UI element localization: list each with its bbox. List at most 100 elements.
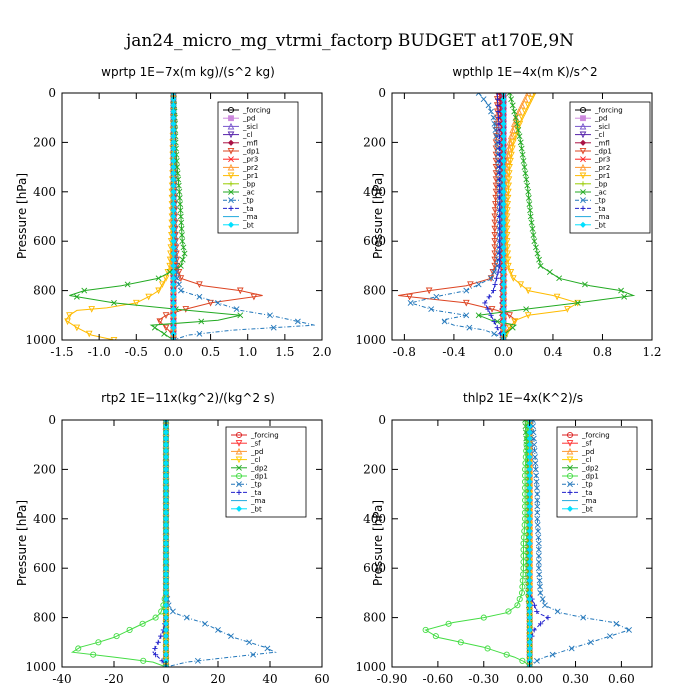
data-point <box>500 127 507 134</box>
data-point <box>162 509 170 516</box>
data-point <box>162 626 170 633</box>
x-tick-label: -1.0 <box>88 345 111 359</box>
legend-entry: _ta <box>242 205 254 213</box>
data-point <box>505 182 513 190</box>
data-point <box>500 238 507 245</box>
data-point <box>556 275 563 282</box>
data-point <box>526 626 533 633</box>
data-point <box>433 293 440 300</box>
data-point <box>73 324 81 332</box>
data-point <box>535 552 542 559</box>
data-point <box>162 639 170 646</box>
data-point <box>531 447 538 454</box>
data-point <box>500 262 507 269</box>
x-tick-label: -0.5 <box>125 345 148 359</box>
data-point <box>531 441 538 448</box>
legend-entry: _ma <box>581 497 597 505</box>
data-point <box>179 238 186 245</box>
x-tick-label: 1.2 <box>642 345 661 359</box>
data-point <box>180 244 187 251</box>
data-point <box>506 324 513 332</box>
panel-title: wprtp 1E−7x(m kg)/(s^2 kg) <box>101 65 275 79</box>
data-point <box>613 620 620 627</box>
data-point <box>521 95 529 103</box>
y-tick-label: 400 <box>363 512 386 526</box>
data-point <box>151 324 158 331</box>
data-point <box>536 571 543 578</box>
legend-entry: _pd <box>242 115 255 123</box>
data-point <box>500 157 507 164</box>
data-point <box>526 583 533 590</box>
legend-entry: _ta <box>594 205 606 213</box>
data-point <box>506 138 513 146</box>
data-point <box>500 194 507 201</box>
legend-marker <box>227 131 235 139</box>
legend-marker <box>580 205 586 211</box>
data-point <box>519 657 526 664</box>
data-point <box>500 287 507 294</box>
data-point <box>196 281 203 289</box>
data-point <box>66 312 73 319</box>
data-point <box>162 552 170 559</box>
data-point <box>535 540 542 547</box>
data-point <box>162 435 170 442</box>
series-line-ta <box>484 93 504 340</box>
data-point <box>500 312 507 319</box>
data-point <box>155 287 162 295</box>
data-point <box>495 108 501 115</box>
data-point <box>574 300 581 306</box>
data-point <box>524 102 532 109</box>
data-point <box>492 201 499 208</box>
data-point <box>504 256 512 264</box>
legend-marker <box>579 131 587 139</box>
data-point <box>518 145 525 152</box>
data-point <box>170 337 177 340</box>
data-point <box>500 170 507 177</box>
data-point <box>500 225 507 232</box>
legend-marker <box>228 156 234 163</box>
data-point <box>475 93 482 96</box>
data-point <box>406 293 413 301</box>
data-point <box>482 300 488 306</box>
legend-entry: _pd <box>250 448 263 456</box>
legend-marker <box>235 456 243 464</box>
data-point <box>621 293 628 300</box>
panel-title: wpthlp 1E−4x(m K)/s^2 <box>452 65 597 79</box>
legend-marker <box>227 106 235 114</box>
data-point <box>174 275 181 282</box>
plot-frame <box>61 92 323 341</box>
data-point <box>512 114 520 121</box>
data-point <box>506 164 513 171</box>
data-point <box>554 608 561 615</box>
data-point <box>162 312 170 319</box>
data-point <box>515 107 523 115</box>
data-point <box>475 281 482 288</box>
data-point <box>162 515 170 522</box>
data-point <box>175 182 182 189</box>
data-point <box>145 293 152 301</box>
legend-entry: _ac <box>242 189 255 197</box>
y-tick-label: 800 <box>33 611 56 625</box>
data-point <box>196 293 203 300</box>
data-point <box>170 299 177 306</box>
data-point <box>170 287 177 294</box>
legend-entry: _cl <box>594 131 604 139</box>
data-point <box>463 287 470 294</box>
data-point <box>162 534 170 541</box>
y-axis-label: Pressure [hPa] <box>15 500 29 586</box>
x-tick-label: -0.8 <box>393 345 416 359</box>
data-point <box>488 275 494 282</box>
data-point <box>487 275 495 282</box>
data-point <box>506 93 513 96</box>
y-tick-label: 0 <box>378 413 386 427</box>
legend-marker <box>227 172 235 180</box>
x-tick-label: 60 <box>314 672 329 686</box>
data-point <box>110 336 118 340</box>
legend-marker <box>228 181 234 187</box>
data-point <box>181 250 188 257</box>
legend-entry: _ac <box>594 189 607 197</box>
data-point <box>170 324 177 331</box>
legend-entry: _mfl <box>242 139 258 147</box>
data-point <box>183 614 190 621</box>
data-point <box>170 256 177 263</box>
